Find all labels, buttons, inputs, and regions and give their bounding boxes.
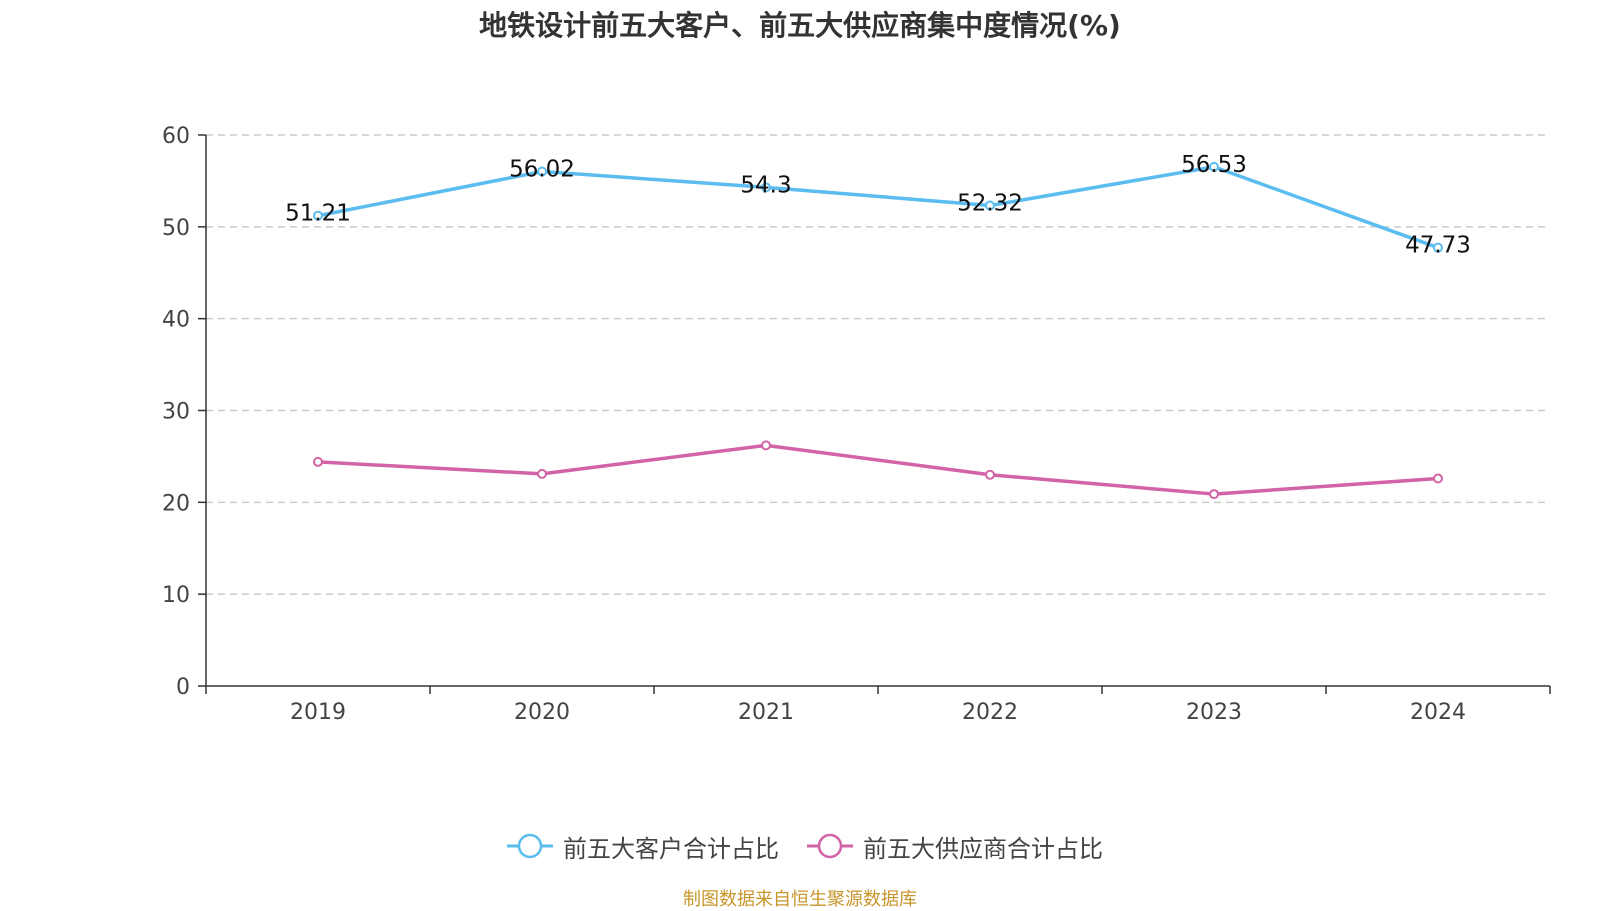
data-label: 47.73 [1405, 233, 1471, 259]
data-label: 54.3 [740, 172, 791, 198]
legend-label: 前五大客户合计占比 [563, 834, 779, 863]
legend-marker-icon [507, 833, 553, 859]
data-point [537, 468, 547, 479]
legend-item-suppliers[interactable]: 前五大供应商合计占比 [805, 828, 1103, 864]
chart-title: 地铁设计前五大客户、前五大供应商集中度情况(%) [479, 9, 1121, 42]
y-tick-label: 0 [176, 675, 190, 700]
x-tick-label: 2022 [962, 700, 1018, 725]
data-point [1433, 242, 1443, 253]
data-label: 56.53 [1181, 152, 1247, 178]
data-point [761, 182, 771, 193]
source-note: 制图数据来自恒生聚源数据库 [683, 889, 917, 910]
x-tick-label: 2024 [1410, 700, 1466, 725]
data-label: 56.02 [509, 157, 575, 183]
data-point [985, 469, 995, 480]
x-tick-label: 2021 [738, 700, 794, 725]
x-tick-label: 2020 [514, 700, 570, 725]
data-label: 52.32 [957, 191, 1023, 217]
data-point [761, 440, 771, 451]
data-point [1433, 473, 1443, 484]
legend-item-customers[interactable]: 前五大客户合计占比 [505, 828, 779, 864]
y-tick-label: 20 [162, 491, 190, 516]
y-tick-label: 60 [162, 124, 190, 149]
x-tick-label: 2023 [1186, 700, 1242, 725]
data-point [985, 200, 995, 211]
y-tick-label: 30 [162, 400, 190, 425]
series-line [317, 165, 1439, 250]
x-tick-label: 2019 [290, 700, 346, 725]
data-point [313, 456, 323, 467]
legend-marker-icon [807, 833, 853, 859]
y-tick-label: 40 [162, 308, 190, 333]
y-tick-label: 10 [162, 583, 190, 608]
data-point [1209, 489, 1219, 500]
legend-label: 前五大供应商合计占比 [863, 834, 1103, 863]
data-point [537, 166, 547, 177]
data-point [313, 210, 323, 221]
series-line [317, 443, 1439, 496]
legend: 前五大客户合计占比 前五大供应商合计占比 [0, 828, 1600, 864]
y-tick-label: 50 [162, 216, 190, 241]
data-point [1209, 161, 1219, 172]
data-label: 51.21 [285, 201, 351, 227]
